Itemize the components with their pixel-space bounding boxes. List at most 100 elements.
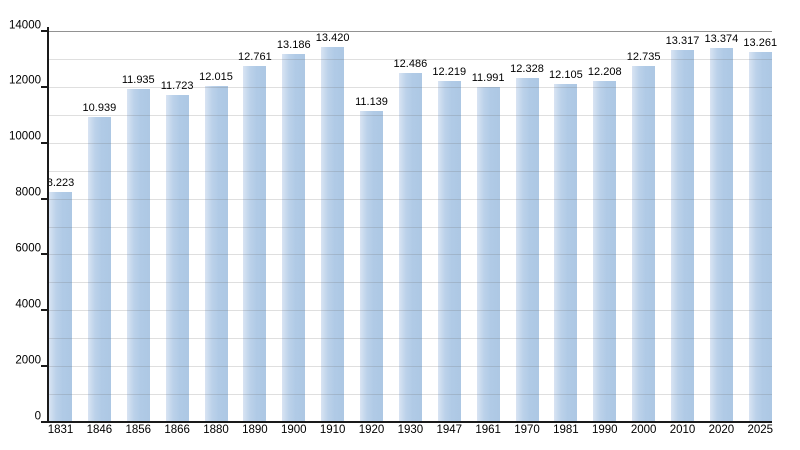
- x-label-cell: 1890: [242, 424, 268, 437]
- x-label-cell: 1981: [553, 424, 579, 437]
- x-axis-label: 1910: [319, 424, 346, 436]
- y-axis-label: 10000: [9, 130, 41, 143]
- bar-column: 13.186: [277, 31, 311, 422]
- bar-value-label: 8.223: [46, 177, 75, 190]
- x-label-cell: 1947: [436, 424, 463, 437]
- x-axis-label: 2000: [630, 424, 657, 436]
- bar: [671, 50, 694, 422]
- y-axis-labels: 0 2000 4000 6000 8000 10000 12000 14000: [0, 19, 41, 422]
- bar-value-label: 13.186: [276, 38, 311, 51]
- x-axis-labels: 1831 1846 1856 1866 1880 1890 1900 1910 1920 1930…: [47, 424, 774, 437]
- y-axis-label: 4000: [15, 298, 41, 311]
- bar-column: 11.139: [355, 31, 388, 422]
- x-axis-label: 2010: [669, 424, 696, 436]
- bar: [398, 73, 422, 422]
- bar: [321, 47, 345, 422]
- x-axis-label: 1900: [280, 424, 307, 436]
- bar-value-label: 11.139: [355, 95, 388, 108]
- bar-column: 10.939: [83, 31, 116, 422]
- bar-column: 13.261: [743, 31, 777, 422]
- x-axis-label: 1920: [358, 424, 385, 436]
- bar-value-label: 11.935: [121, 73, 155, 86]
- bar-value-label: 13.261: [743, 36, 778, 49]
- y-axis-label: 0: [34, 409, 41, 422]
- x-label-cell: 1970: [514, 424, 540, 437]
- bar-value-label: 13.420: [315, 32, 350, 45]
- bar: [243, 65, 267, 422]
- x-axis-label: 1890: [242, 424, 268, 436]
- bar-column: 12.735: [627, 31, 660, 422]
- bar-value-label: 13.374: [704, 33, 739, 46]
- bar-value-label: 11.991: [471, 72, 505, 85]
- bar: [437, 80, 461, 422]
- bar-column: 12.219: [432, 31, 466, 422]
- bar-column: 12.208: [588, 31, 622, 422]
- x-label-cell: 1880: [203, 424, 229, 437]
- bar-value-label: 12.208: [587, 66, 622, 79]
- y-tick-mark: [41, 365, 47, 368]
- bar-column: 11.723: [161, 31, 194, 422]
- bar-value-label: 12.328: [510, 62, 544, 75]
- y-tick-mark: [41, 197, 47, 200]
- x-label-cell: 1866: [164, 424, 190, 437]
- bar-column: 13.420: [316, 31, 349, 422]
- x-label-cell: 1846: [87, 424, 113, 437]
- bar: [360, 110, 383, 422]
- bar: [87, 116, 111, 422]
- bar-value-label: 12.015: [199, 71, 233, 84]
- bar-value-label: 12.486: [393, 58, 428, 71]
- bar: [126, 88, 150, 422]
- y-axis-line: [47, 27, 49, 423]
- x-label-cell: 1920: [358, 424, 385, 437]
- y-tick-mark: [41, 85, 47, 88]
- bar: [554, 83, 578, 422]
- x-axis-line: [47, 421, 772, 423]
- x-axis-label: 1970: [514, 424, 540, 436]
- x-label-cell: 1900: [280, 424, 307, 437]
- x-label-cell: 1856: [125, 424, 152, 437]
- bar-value-label: 12.219: [432, 65, 467, 78]
- y-tick-mark: [41, 141, 47, 144]
- bar-column: 12.761: [238, 31, 272, 422]
- bar-value-label: 12.735: [626, 51, 661, 64]
- x-axis-label: 2025: [747, 424, 774, 436]
- bar: [748, 51, 772, 422]
- y-tick-mark: [41, 421, 47, 423]
- bar: [165, 94, 189, 422]
- x-label-cell: 1961: [475, 424, 501, 437]
- x-axis-label: 1947: [436, 424, 463, 436]
- bar-column: 11.935: [122, 31, 155, 422]
- x-axis-label: 1831: [47, 424, 74, 436]
- bar-value-label: 13.317: [665, 35, 700, 48]
- x-axis-label: 1880: [203, 424, 229, 436]
- x-label-cell: 1910: [319, 424, 346, 437]
- y-axis-label: 6000: [15, 242, 41, 255]
- x-axis-label: 1961: [475, 424, 501, 436]
- bar: [593, 81, 617, 422]
- x-label-cell: 2025: [747, 424, 774, 437]
- bar-column: 12.015: [199, 31, 233, 422]
- y-tick-mark: [41, 253, 47, 256]
- x-axis-label: 1981: [553, 424, 579, 436]
- bar: [282, 53, 306, 422]
- x-label-cell: 2010: [669, 424, 696, 437]
- bar-value-label: 12.105: [549, 68, 583, 81]
- bar: [204, 86, 228, 422]
- x-label-cell: 2000: [630, 424, 657, 437]
- y-tick-mark: [41, 309, 47, 312]
- bar-column: 12.328: [510, 31, 544, 422]
- y-axis-label: 8000: [15, 186, 41, 199]
- x-axis-label: 1866: [164, 424, 190, 436]
- bar-value-label: 10.939: [82, 101, 117, 114]
- bar-column: 13.317: [666, 31, 699, 422]
- plot-area: 8.223 10.939 11.935 11.723 12.015 12.761 13.18…: [41, 27, 777, 423]
- x-axis-label: 1930: [397, 424, 424, 436]
- x-axis-label: 1856: [125, 424, 152, 436]
- x-label-cell: 1930: [397, 424, 424, 437]
- bar-column: 12.105: [549, 31, 583, 422]
- bar: [632, 66, 656, 422]
- bar-column: 13.374: [705, 31, 738, 422]
- bar-column: 11.991: [472, 31, 505, 422]
- x-label-cell: 1990: [592, 424, 618, 437]
